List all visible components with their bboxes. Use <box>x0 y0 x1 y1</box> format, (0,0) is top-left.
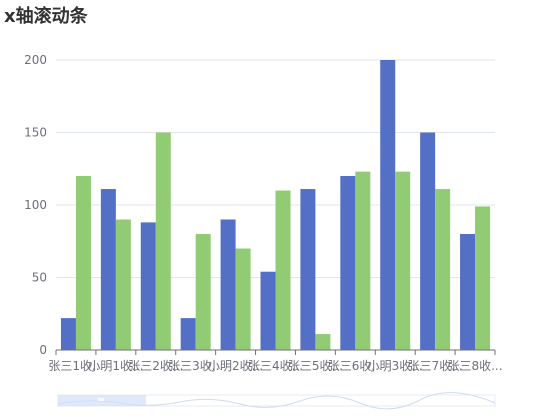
bar-series-1[interactable] <box>100 189 116 350</box>
x-axis-labels: 张三1收...小明1收...张三2收...张三3收...小明2收...张三4收.… <box>48 359 502 373</box>
bar-series-2[interactable] <box>355 171 371 350</box>
y-tick-label: 200 <box>24 53 47 67</box>
y-tick-label: 150 <box>24 126 47 140</box>
bar-series-1[interactable] <box>460 234 476 350</box>
bar-series-2[interactable] <box>155 132 171 351</box>
y-tick-label: 50 <box>32 271 47 285</box>
bar-series-2[interactable] <box>475 206 491 350</box>
x-tick-label: 张三2收... <box>128 359 183 373</box>
x-tick-label: 张三7收... <box>408 359 463 373</box>
bar-series-2[interactable] <box>275 190 291 351</box>
bar-series-2[interactable] <box>435 189 451 350</box>
bar-series-2[interactable] <box>235 248 251 351</box>
x-scroll-slider[interactable] <box>57 392 496 410</box>
x-tick-label: 张三6收... <box>328 359 383 373</box>
x-tick-label: 张三3收... <box>168 359 223 373</box>
bar-series-1[interactable] <box>260 271 276 350</box>
bar-series-2[interactable] <box>115 219 131 351</box>
x-tick-label: 张三4收... <box>248 359 303 373</box>
x-tick-label: 小明2收... <box>208 359 263 373</box>
bars <box>60 60 491 351</box>
y-tick-label: 100 <box>24 198 47 212</box>
bar-series-1[interactable] <box>60 318 76 350</box>
x-tick-label: 张三1收... <box>48 359 103 373</box>
bar-series-2[interactable] <box>315 334 331 350</box>
bar-series-1[interactable] <box>340 176 356 350</box>
bar-series-2[interactable] <box>395 171 411 350</box>
bar-series-1[interactable] <box>300 189 316 350</box>
y-tick-label: 0 <box>39 343 47 357</box>
bar-series-1[interactable] <box>420 132 436 351</box>
y-axis-labels: 0 50 100 150 200 <box>24 53 47 357</box>
bar-series-1[interactable] <box>220 219 236 351</box>
x-axis-ticks <box>55 350 496 355</box>
x-tick-label: 小明1收... <box>88 359 143 373</box>
x-tick-label: 张三5收... <box>288 359 343 373</box>
chart-title: x轴滚动条 <box>4 6 88 27</box>
slider-grip-icon[interactable] <box>98 398 104 401</box>
bar-series-2[interactable] <box>195 234 211 350</box>
bar-series-2[interactable] <box>75 176 91 350</box>
x-tick-label: 张三8收... <box>447 359 502 373</box>
x-tick-label: 小明3收... <box>368 359 423 373</box>
bar-series-1[interactable] <box>140 222 156 350</box>
bar-series-1[interactable] <box>180 318 196 350</box>
bar-series-1[interactable] <box>380 60 396 350</box>
